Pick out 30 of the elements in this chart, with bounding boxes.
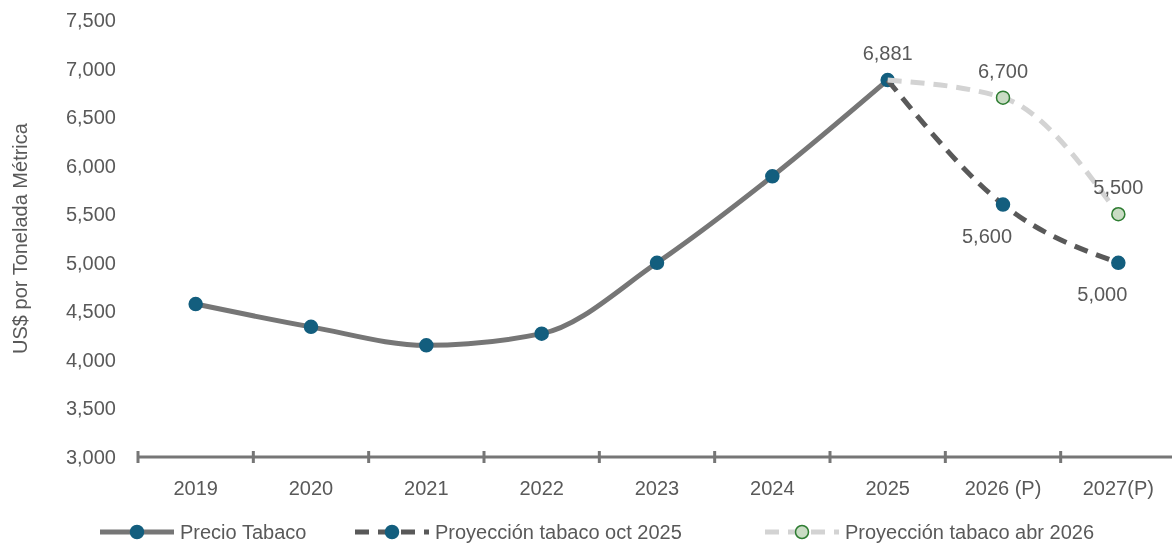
y-axis-title: US$ por Tonelada Métrica <box>9 122 31 354</box>
x-tick-label: 2023 <box>634 477 680 499</box>
x-tick-label: 2024 <box>750 477 795 499</box>
x-tick-label: 2026 (P) <box>964 477 1042 499</box>
y-tick-label: 5,000 <box>65 251 116 274</box>
point <box>995 90 1011 105</box>
y-tick-label: 7,000 <box>65 57 116 80</box>
y-tick-label: 7,500 <box>65 9 116 31</box>
data-label: 6,700 <box>977 59 1029 82</box>
x-tick-label: 2027(P) <box>1082 477 1154 499</box>
x-tick-label: 2022 <box>519 477 564 499</box>
data-label: 5,000 <box>1077 282 1128 305</box>
x-tick-label: 2020 <box>288 477 334 499</box>
x-tick-label: 2025 <box>865 477 910 499</box>
data-label: 5,600 <box>961 224 1013 247</box>
legend-label: Proyección tabaco abr 2026 <box>845 521 1095 543</box>
legend-label: Proyección tabaco oct 2025 <box>435 521 682 543</box>
point <box>1111 206 1126 222</box>
data-label: 5,500 <box>1093 176 1144 199</box>
y-tick-label: 5,500 <box>65 203 116 226</box>
x-tick-label: 2021 <box>404 477 449 499</box>
y-tick-label: 3,500 <box>65 397 116 420</box>
y-tick-label: 4,000 <box>65 348 116 371</box>
x-tick-label: 2019 <box>173 477 218 499</box>
y-tick-label: 4,500 <box>65 300 116 323</box>
legend-label: Precio Tabaco <box>180 521 307 543</box>
y-tick-label: 6,500 <box>65 106 116 129</box>
data-label: 6,881 <box>862 42 913 65</box>
y-tick-label: 3,000 <box>65 446 116 468</box>
y-tick-label: 6,000 <box>65 154 116 177</box>
